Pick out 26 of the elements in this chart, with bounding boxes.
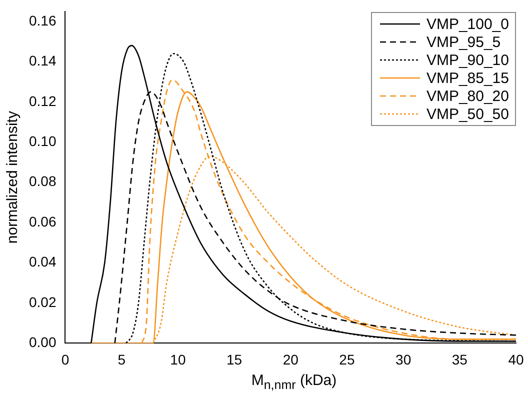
y-tick-label: 0.12 — [29, 92, 56, 109]
x-tick-label: 30 — [396, 351, 412, 368]
x-axis-title: M$_{n,nmr}$ (kDa) — [250, 372, 338, 392]
x-tick-label: 40 — [508, 351, 524, 368]
y-tick-label: 0.06 — [29, 213, 56, 230]
x-tick-label: 35 — [452, 351, 468, 368]
legend-label: VMP_90_10 — [426, 52, 509, 68]
legend-label: VMP_100_0 — [426, 16, 509, 32]
legend-label: VMP_85_15 — [426, 70, 509, 86]
x-tick-label: 25 — [339, 351, 355, 368]
legend-label: VMP_80_20 — [426, 88, 509, 104]
x-tick-label: 10 — [170, 351, 186, 368]
x-tick-label: 5 — [118, 351, 126, 368]
y-tick-label: 0.14 — [29, 52, 56, 69]
legend-label: VMP_95_5 — [426, 34, 501, 50]
y-tick-label: 0.00 — [29, 334, 56, 350]
x-tick-label: 20 — [282, 351, 299, 368]
y-tick-label: 0.02 — [29, 294, 56, 310]
y-tick-label: 0.04 — [29, 254, 56, 270]
y-tick-label: 0.10 — [29, 132, 56, 149]
y-tick-label: 0.16 — [29, 12, 56, 28]
legend-label: VMP_50_50 — [426, 106, 509, 122]
y-axis-title: normalized intensity — [4, 110, 22, 244]
x-tick-label: 0 — [61, 351, 70, 368]
y-tick-label: 0.08 — [29, 173, 56, 190]
x-tick-label: 15 — [226, 351, 242, 368]
